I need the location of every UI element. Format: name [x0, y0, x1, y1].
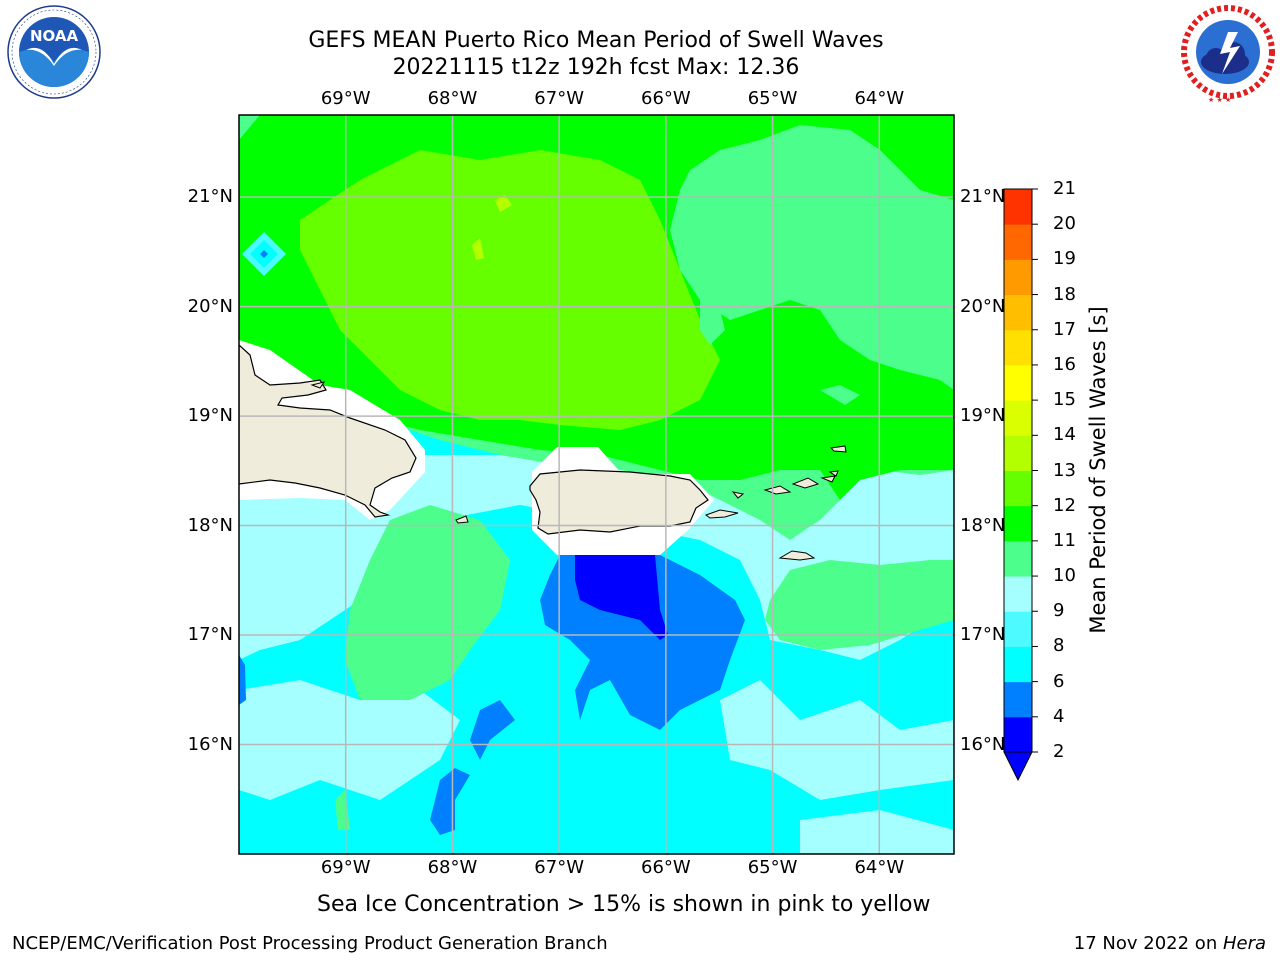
colorbar-tick-label: 16 — [1053, 353, 1076, 375]
lon-label-top: 68°W — [427, 88, 478, 109]
colorbar-tick-label: 19 — [1053, 248, 1076, 270]
colorbar-tick-label: 21 — [1053, 178, 1076, 199]
lon-label-bottom: 69°W — [320, 857, 371, 878]
colorbar-tick-label: 2 — [1053, 741, 1065, 762]
map-frame — [238, 114, 955, 855]
contour-fill-11-12 — [472, 238, 484, 260]
nws-logo: ★ ★ ★ — [1178, 4, 1278, 104]
contour-fill-2-4 — [575, 555, 668, 640]
lat-label-right: 17°N — [960, 624, 1006, 646]
sea-ice-caption: Sea Ice Concentration > 15% is shown in … — [317, 892, 931, 917]
colorbar-tick-label: 11 — [1053, 529, 1076, 551]
noaa-logo-text: NOAA — [30, 27, 79, 45]
footer-branch: NCEP/EMC/Verification Post Processing Pr… — [12, 933, 608, 954]
colorbar-tick-label: 15 — [1053, 389, 1076, 411]
lon-label-bottom: 64°W — [854, 857, 905, 878]
contour-fill-9-10 — [765, 560, 954, 650]
island — [704, 509, 739, 519]
contour-fill-4-6 — [430, 768, 470, 835]
island — [828, 470, 839, 477]
lat-label-left: 16°N — [187, 733, 233, 755]
island — [829, 445, 847, 453]
contour-fill-9-10 — [700, 290, 725, 345]
contour-fill-8-9 — [800, 810, 954, 854]
colorbar-label: Mean Period of Swell Waves [s] — [1086, 306, 1110, 634]
colorbar-tick-label: 14 — [1053, 424, 1076, 446]
lat-label-left: 19°N — [187, 405, 233, 427]
noaa-logo: NOAA — [4, 4, 104, 104]
lon-label-bottom: 68°W — [427, 857, 478, 878]
svg-text:★ ★ ★: ★ ★ ★ — [1208, 96, 1231, 104]
lat-label-right: 18°N — [960, 514, 1006, 536]
island — [820, 475, 836, 483]
colorbar-tick-label: 20 — [1053, 213, 1076, 235]
lon-label-top: 64°W — [854, 88, 905, 109]
colorbar-tick-label: 12 — [1053, 494, 1076, 516]
lon-label-top: 69°W — [320, 88, 371, 109]
contour-fill-9-10 — [345, 505, 510, 700]
lat-label-left: 18°N — [187, 514, 233, 536]
noaa-logo-graphic: NOAA — [7, 5, 101, 99]
map-subtitle: 20221115 t12z 192h fcst Max: 12.36 — [392, 55, 800, 80]
lon-label-top: 65°W — [747, 88, 798, 109]
colorbar-tick-label: 4 — [1053, 705, 1065, 727]
lon-label-top: 67°W — [534, 88, 584, 109]
footer-date-text: 17 Nov 2022 on — [1073, 933, 1223, 954]
island — [791, 477, 820, 489]
contour-fill-4-6 — [239, 655, 246, 705]
contour-fill-8-9 — [239, 680, 460, 800]
colorbar-tick-label: 17 — [1053, 318, 1076, 340]
footer-host: Hera — [1222, 933, 1266, 954]
colorbar-tick-label: 9 — [1053, 600, 1065, 622]
hispaniola-land — [239, 344, 417, 518]
contour-fill-9-10 — [820, 385, 860, 405]
lon-label-top: 66°W — [641, 88, 691, 109]
nws-logo-graphic: ★ ★ ★ — [1181, 5, 1275, 104]
lat-label-right: 16°N — [960, 733, 1006, 755]
colorbar-tick-label: 10 — [1053, 565, 1076, 587]
island — [455, 515, 469, 524]
lat-label-left: 21°N — [187, 186, 233, 208]
contour-fill-11-12 — [495, 195, 512, 212]
island — [310, 381, 326, 389]
lon-label-bottom: 66°W — [641, 857, 691, 878]
lat-label-right: 21°N — [960, 186, 1006, 208]
footer-date: 17 Nov 2022 on Hera — [1074, 933, 1266, 955]
colorbar-tick-label: 18 — [1053, 283, 1076, 305]
puerto-rico-land — [529, 469, 709, 535]
map-title: GEFS MEAN Puerto Rico Mean Period of Swe… — [308, 28, 884, 53]
lon-label-bottom: 65°W — [747, 857, 798, 878]
contour-fill-11-12 — [300, 150, 720, 430]
st-croix-island — [778, 550, 816, 561]
lat-label-left: 20°N — [187, 295, 233, 317]
lat-label-left: 17°N — [187, 624, 233, 646]
island — [731, 491, 745, 499]
contour-fill-8-9 — [720, 680, 954, 800]
colorbar-tick-label: 8 — [1053, 635, 1065, 657]
lat-label-right: 19°N — [960, 405, 1006, 427]
contour-fill-2-4 — [260, 250, 268, 258]
lat-label-right: 20°N — [960, 295, 1006, 317]
lon-label-bottom: 67°W — [534, 857, 584, 878]
colorbar-tick-label: 6 — [1053, 670, 1065, 692]
colorbar-tick-label: 13 — [1053, 459, 1076, 481]
contour-fill-11-12 — [560, 380, 605, 396]
